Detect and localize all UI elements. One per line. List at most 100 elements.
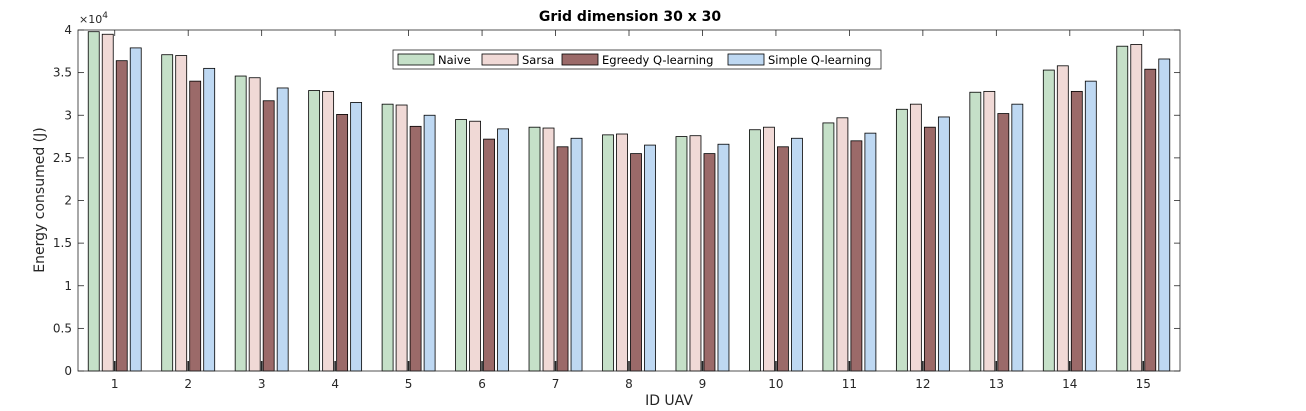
- legend-label-naive: Naive: [438, 53, 471, 67]
- x-tick-label: 3: [258, 377, 266, 391]
- y-axis-title: Energy consumed (J): [32, 127, 48, 272]
- bar-simple-q-learning-uav-3: [276, 87, 289, 372]
- y-axis-exponent: ×104: [79, 11, 108, 26]
- x-tick-label: 8: [625, 377, 633, 391]
- y-tick-label: 2.5: [53, 151, 72, 165]
- x-tick-label: 2: [184, 377, 192, 391]
- bar-egreedy-q-learning-uav-14: [1070, 90, 1083, 372]
- y-tick-label: 4: [64, 23, 72, 37]
- bar-simple-q-learning-uav-1: [129, 47, 142, 372]
- x-tick-label: 13: [989, 377, 1004, 391]
- bar-simple-q-learning-uav-6: [497, 128, 509, 372]
- bar-naive-uav-7: [528, 126, 541, 372]
- y-tick-label: 1: [64, 279, 72, 293]
- bar-naive-uav-13: [969, 91, 982, 372]
- legend: Naive Sarsa Egreedy Q-learning Simple Q-lea…: [392, 49, 882, 70]
- bar-egreedy-q-learning-uav-11: [850, 140, 863, 372]
- bar-simple-q-learning-uav-2: [203, 67, 216, 372]
- legend-label-simple-q-learning: Simple Q-learning: [768, 53, 871, 67]
- bar-simple-q-learning-uav-14: [1084, 80, 1097, 372]
- bar-sarsa-uav-11: [836, 117, 849, 372]
- bar-simple-q-learning-uav-9: [717, 143, 730, 372]
- y-tick-label: 3: [64, 108, 72, 122]
- bar-naive-uav-9: [675, 136, 688, 372]
- bar-naive-uav-5: [381, 103, 394, 372]
- svg-text:×104: ×104: [79, 11, 108, 26]
- bar-egreedy-q-learning-uav-13: [997, 113, 1010, 372]
- bar-simple-q-learning-uav-15: [1158, 58, 1171, 372]
- bar-egreedy-q-learning-uav-12: [923, 126, 936, 372]
- bar-egreedy-q-learning-uav-7: [556, 146, 569, 372]
- bar-sarsa-uav-2: [175, 55, 188, 372]
- bar-sarsa-uav-4: [322, 90, 335, 372]
- bar-egreedy-q-learning-uav-10: [777, 146, 789, 372]
- y-exponent-base: ×10: [79, 13, 102, 26]
- bar-simple-q-learning-uav-10: [791, 137, 803, 372]
- legend-swatch-sarsa: [481, 53, 519, 66]
- bar-sarsa-uav-12: [909, 103, 922, 372]
- x-tick-label: 15: [1136, 377, 1151, 391]
- bar-egreedy-q-learning-uav-9: [703, 153, 716, 372]
- bar-sarsa-uav-13: [983, 90, 996, 372]
- legend-label-sarsa: Sarsa: [522, 53, 554, 67]
- x-tick-label: 4: [331, 377, 339, 391]
- y-tick-label: 2: [64, 194, 72, 208]
- x-tick-label: 12: [915, 377, 930, 391]
- bar-sarsa-uav-9: [689, 135, 702, 372]
- bar-egreedy-q-learning-uav-6: [483, 138, 495, 372]
- y-tick-label: 0.5: [53, 321, 72, 335]
- bar-simple-q-learning-uav-11: [864, 132, 877, 372]
- bar-egreedy-q-learning-uav-15: [1144, 68, 1157, 372]
- x-axis-title: ID UAV: [645, 393, 693, 409]
- chart-title: Grid dimension 30 x 30: [539, 9, 722, 25]
- y-tick-label: 1.5: [53, 236, 72, 250]
- bar-sarsa-uav-10: [763, 126, 775, 372]
- y-exponent-power: 4: [102, 11, 108, 21]
- x-tick-label: 1: [111, 377, 119, 391]
- bar-naive-uav-3: [234, 75, 247, 372]
- bar-naive-uav-11: [822, 122, 835, 372]
- x-tick-label: 9: [699, 377, 707, 391]
- x-tick-label: 11: [842, 377, 857, 391]
- bar-naive-uav-2: [161, 54, 174, 372]
- y-tick-label: 3.5: [53, 66, 72, 80]
- bar-naive-uav-12: [895, 108, 908, 372]
- bar-egreedy-q-learning-uav-8: [630, 153, 642, 372]
- legend-swatch-egreedy-q-learning: [561, 53, 599, 66]
- y-tick-label: 0: [64, 364, 72, 378]
- bar-egreedy-q-learning-uav-5: [409, 125, 422, 372]
- bar-egreedy-q-learning-uav-1: [115, 60, 128, 372]
- bar-sarsa-uav-6: [469, 120, 481, 372]
- bar-simple-q-learning-uav-13: [1011, 103, 1024, 372]
- bar-naive-uav-8: [602, 134, 614, 372]
- bar-simple-q-learning-uav-4: [350, 102, 363, 372]
- bar-egreedy-q-learning-uav-2: [189, 80, 202, 372]
- x-tick-label: 6: [478, 377, 486, 391]
- legend-label-egreedy-q-learning: Egreedy Q-learning: [602, 53, 713, 67]
- bar-sarsa-uav-3: [248, 77, 261, 372]
- bar-sarsa-uav-14: [1056, 65, 1069, 372]
- x-tick-label: 10: [768, 377, 783, 391]
- bar-egreedy-q-learning-uav-3: [262, 100, 275, 372]
- bar-naive-uav-4: [308, 90, 321, 372]
- bar-egreedy-q-learning-uav-4: [336, 114, 349, 372]
- legend-swatch-simple-q-learning: [727, 53, 765, 66]
- bar-naive-uav-15: [1116, 45, 1129, 372]
- x-tick-label: 5: [405, 377, 413, 391]
- plot-area: [78, 30, 1180, 371]
- bar-naive-uav-1: [87, 31, 100, 372]
- x-tick-label: 14: [1062, 377, 1077, 391]
- bar-sarsa-uav-15: [1130, 44, 1143, 372]
- legend-swatch-naive: [397, 53, 435, 66]
- bar-simple-q-learning-uav-12: [937, 116, 950, 372]
- bar-sarsa-uav-7: [542, 127, 555, 372]
- bar-simple-q-learning-uav-7: [570, 137, 583, 372]
- bar-simple-q-learning-uav-8: [644, 144, 656, 372]
- bar-sarsa-uav-5: [395, 104, 408, 372]
- bar-naive-uav-14: [1042, 69, 1055, 372]
- bar-naive-uav-6: [455, 119, 467, 372]
- ticks-layer: 00.511.522.533.541 2 3 4 5 6 7 8 9 10 11 12 13 14 15: [53, 23, 1180, 391]
- bar-simple-q-learning-uav-5: [423, 114, 436, 372]
- bar-sarsa-uav-1: [101, 33, 114, 372]
